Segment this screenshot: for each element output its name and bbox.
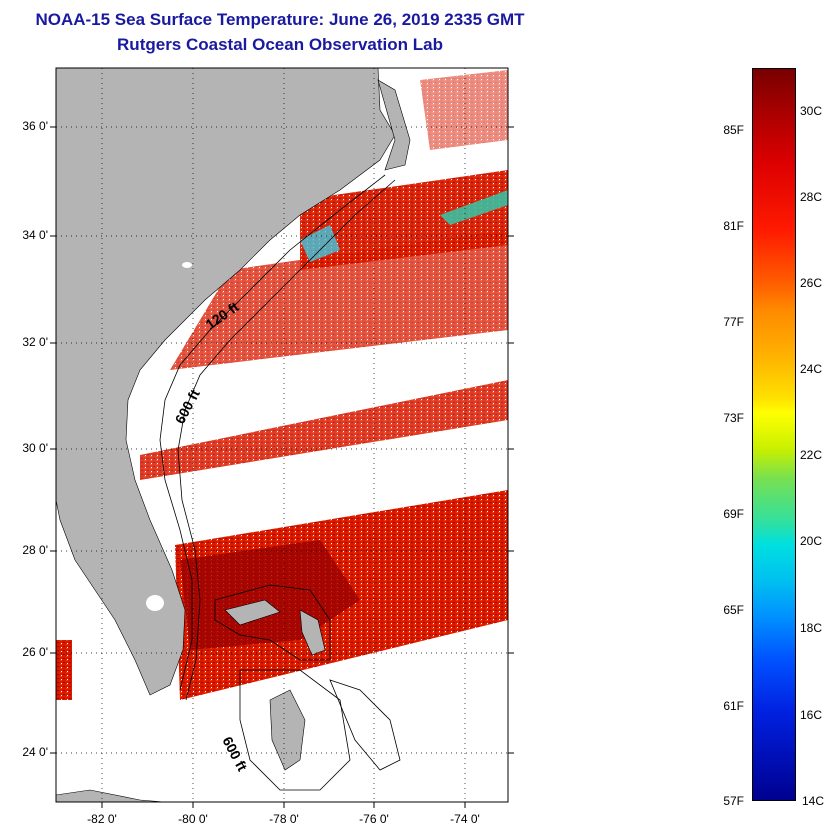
- map-frame-content: [56, 68, 508, 802]
- land-outer-banks: [377, 79, 411, 171]
- sst-swath-northeast: [420, 70, 508, 150]
- map-title: NOAA-15 Sea Surface Temperature: June 26…: [35, 10, 525, 29]
- land-andros-island: [269, 689, 306, 771]
- isobath-great-bahama-bank: [239, 669, 351, 791]
- colorbar-label-30c: 30C: [800, 104, 823, 118]
- colorbar-label-57f: 57F: [723, 794, 744, 808]
- graticule: [56, 68, 508, 802]
- lon-label-78: -78 0': [269, 812, 299, 826]
- colorbar-label-73f: 73F: [723, 411, 744, 425]
- lat-label-36: 36 0': [22, 119, 48, 133]
- land-abaco: [299, 609, 326, 656]
- isobath-label-600ft-south: 600 ft: [219, 734, 250, 774]
- tick-marks: [50, 126, 514, 808]
- lon-label-82: -82 0': [87, 812, 117, 826]
- map-subtitle: Rutgers Coastal Ocean Observation Lab: [117, 35, 443, 54]
- lon-label-74: -74 0': [450, 812, 480, 826]
- isobath-label-600ft-north: 600 ft: [172, 386, 203, 426]
- colorbar-label-16c: 16C: [800, 708, 823, 722]
- colorbar-label-85f: 85F: [723, 123, 744, 137]
- isobath-exuma: [329, 679, 401, 771]
- sst-cool-patch: [300, 225, 340, 262]
- colorbar-label-26c: 26C: [800, 276, 823, 290]
- sst-swath-30n: [140, 380, 508, 480]
- colorbar-label-28c: 28C: [800, 190, 823, 204]
- colorbar-label-18c: 18C: [800, 621, 823, 635]
- land-southeast-us: [56, 68, 396, 696]
- colorbar-label-14c: 14C: [802, 794, 825, 808]
- lat-label-24: 24 0': [22, 745, 48, 759]
- sst-swath-southwest: [56, 640, 72, 700]
- colorbar-label-61f: 61F: [723, 699, 744, 713]
- sst-swath-mid: [170, 230, 508, 370]
- lat-label-28: 28 0': [22, 543, 48, 557]
- lake-okeechobee: [146, 595, 164, 611]
- sst-cool-streak: [440, 190, 508, 225]
- lon-label-80: -80 0': [178, 812, 208, 826]
- isobath-600ft: [177, 179, 396, 701]
- colorbar-label-22c: 22C: [800, 448, 823, 462]
- isobath-120ft: [159, 174, 386, 691]
- lake-marion: [182, 262, 192, 268]
- lat-label-30: 30 0': [22, 441, 48, 455]
- colorbar-label-81f: 81F: [723, 219, 744, 233]
- colorbar-label-69f: 69F: [723, 507, 744, 521]
- lat-label-34: 34 0': [22, 228, 48, 242]
- map-frame: [55, 67, 509, 803]
- colorbar-label-77f: 77F: [723, 315, 744, 329]
- land-cuba: [56, 789, 240, 802]
- lat-label-26: 26 0': [22, 645, 48, 659]
- isobath-bahamas: [214, 584, 331, 661]
- lat-label-32: 32 0': [22, 335, 48, 349]
- land-grand-bahama: [224, 599, 281, 626]
- colorbar-label-24c: 24C: [800, 362, 823, 376]
- lon-label-76: -76 0': [359, 812, 389, 826]
- colorbar-label-65f: 65F: [723, 603, 744, 617]
- temperature-colorbar: [752, 68, 796, 801]
- colorbar-label-20c: 20C: [800, 534, 823, 548]
